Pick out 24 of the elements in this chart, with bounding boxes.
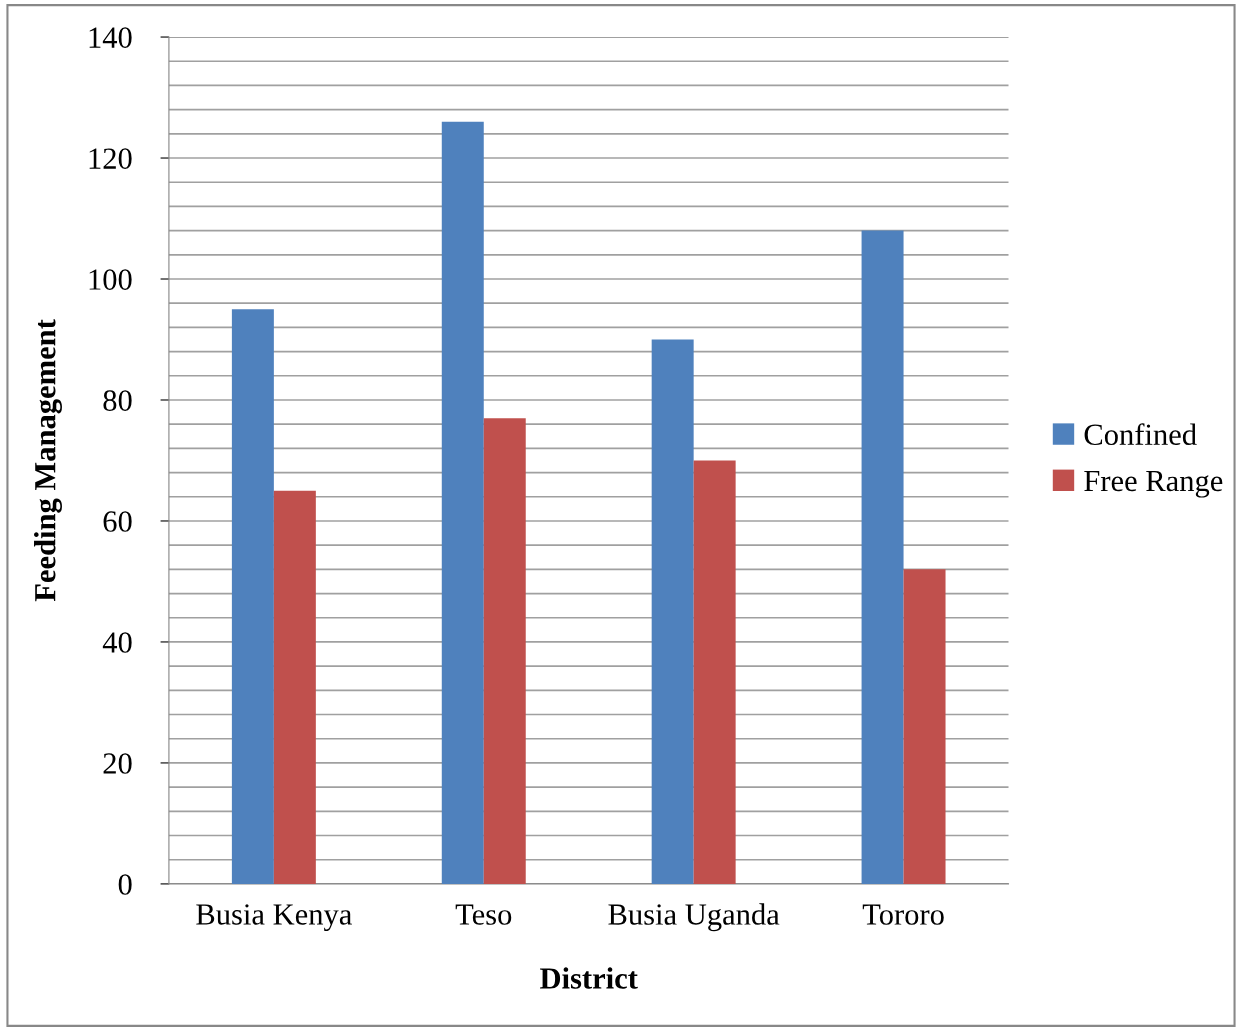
x-tick-label: Busia Kenya <box>196 904 352 932</box>
y-tick-label: 80 <box>103 390 132 411</box>
bar <box>441 121 484 884</box>
y-tick-label: 60 <box>103 511 132 532</box>
legend-label: Confined <box>1084 423 1197 446</box>
legend-label: Free Range <box>1084 470 1223 498</box>
x-axis-title: District <box>540 967 638 989</box>
bar <box>483 418 526 884</box>
bar <box>273 490 316 884</box>
y-tick-label: 120 <box>89 148 132 169</box>
bar <box>231 309 274 884</box>
y-tick-label: 100 <box>89 269 132 290</box>
bar <box>651 339 694 884</box>
y-tick-label: 20 <box>103 753 132 774</box>
y-tick-label: 40 <box>102 632 132 653</box>
y-tick-label: 140 <box>89 27 132 48</box>
bar <box>903 569 946 884</box>
y-tick-label: 0 <box>118 874 132 895</box>
x-tick-label: Busia Uganda <box>608 903 780 932</box>
y-axis-title: Feeding Management <box>34 319 62 602</box>
bar <box>693 460 736 884</box>
x-tick-label: Teso <box>455 904 512 925</box>
bar <box>861 230 904 884</box>
x-tick-label: Tororo <box>862 904 944 925</box>
